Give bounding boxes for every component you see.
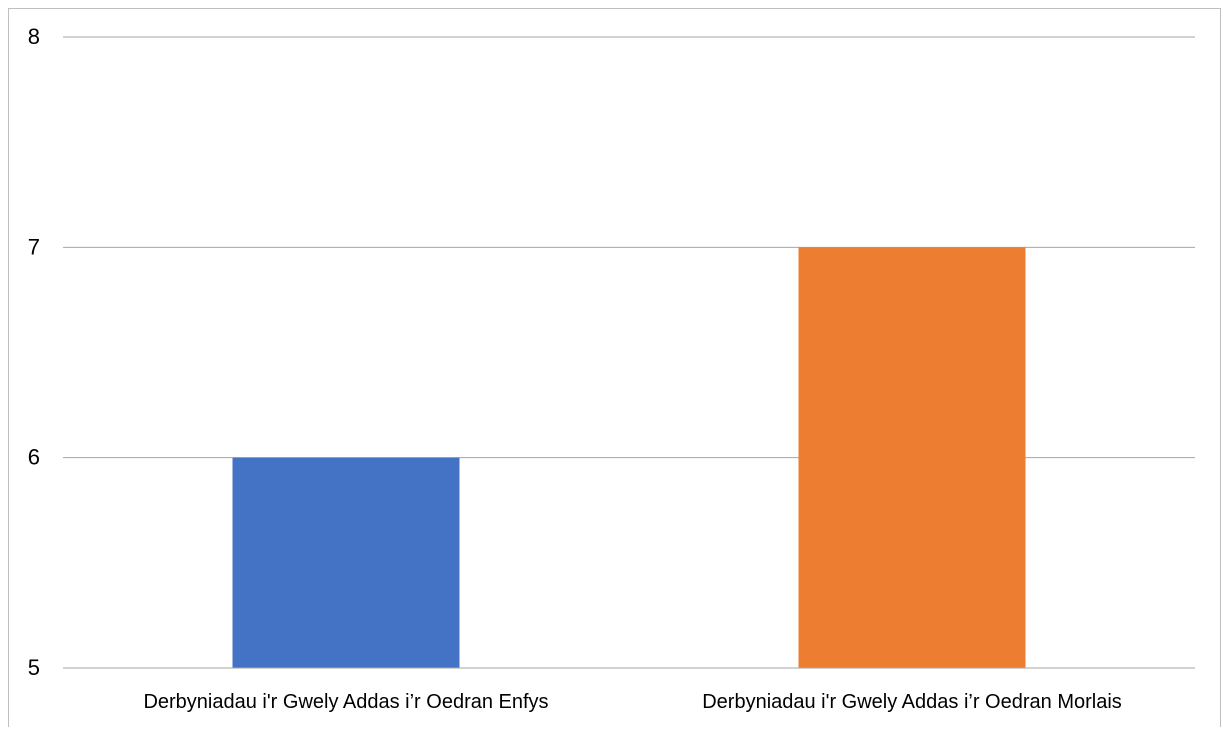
y-tick-label: 5 <box>28 655 40 680</box>
bars <box>232 247 1026 669</box>
y-axis-tick-labels: 5 6 7 8 <box>28 24 40 680</box>
x-category-label: Derbyniadau i'r Gwely Addas i’r Oedran E… <box>143 691 548 713</box>
y-tick-label: 7 <box>28 234 40 259</box>
bar-2 <box>798 247 1026 669</box>
x-axis-category-labels: Derbyniadau i'r Gwely Addas i’r Oedran E… <box>143 691 1121 713</box>
y-tick-label: 8 <box>28 24 40 49</box>
bar-1 <box>232 457 460 668</box>
y-tick-label: 6 <box>28 445 40 470</box>
x-category-label: Derbyniadau i'r Gwely Addas i’r Oedran M… <box>702 691 1122 713</box>
chart-frame <box>8 8 1221 727</box>
